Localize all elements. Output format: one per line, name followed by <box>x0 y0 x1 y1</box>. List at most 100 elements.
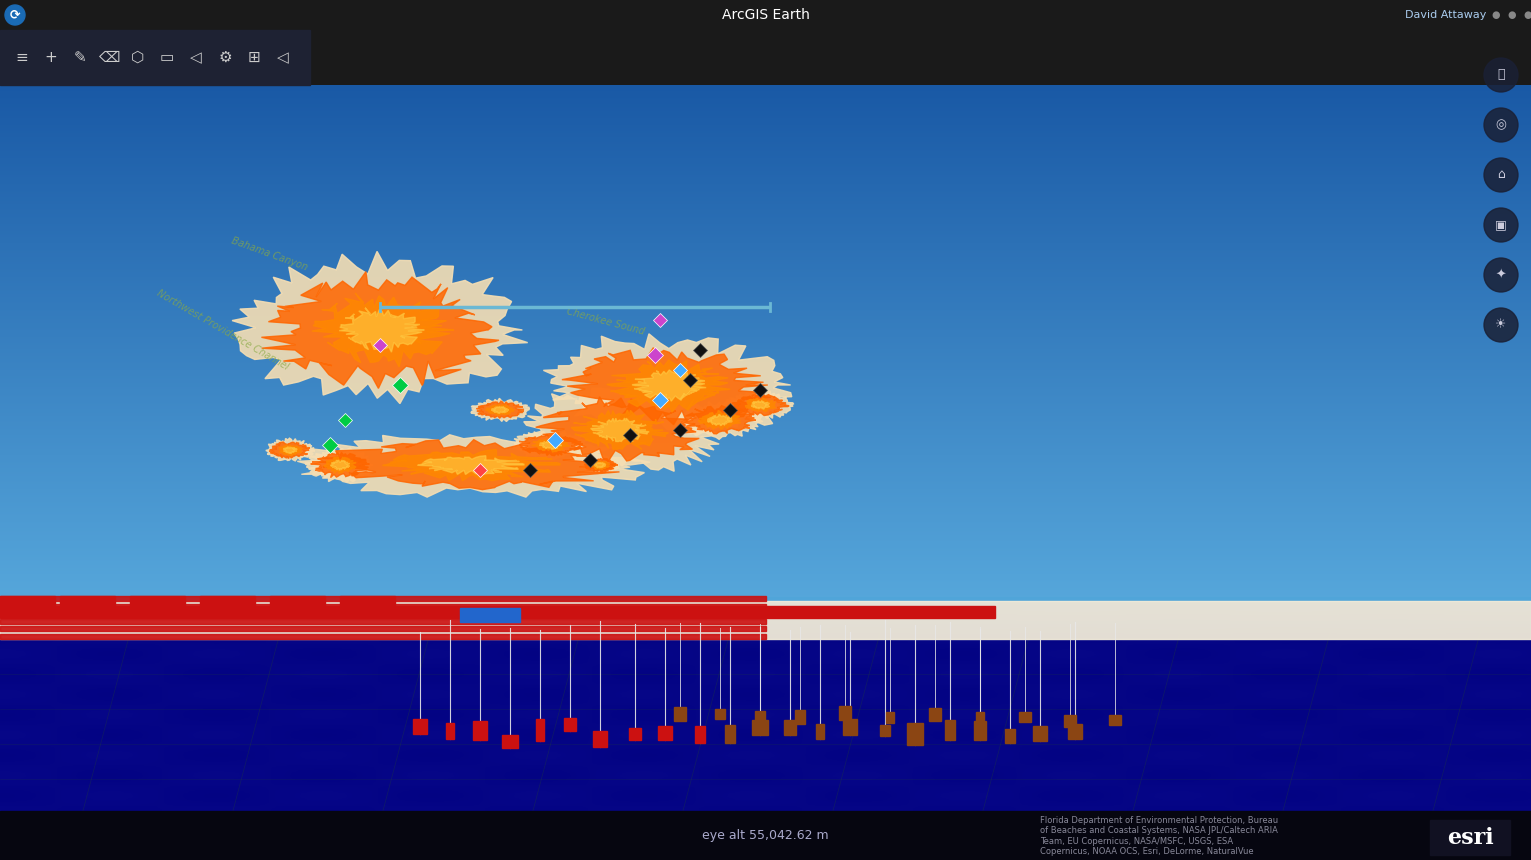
Text: ◁: ◁ <box>190 50 202 65</box>
Text: eye alt 55,042.62 m: eye alt 55,042.62 m <box>703 829 828 842</box>
Polygon shape <box>698 410 741 429</box>
Polygon shape <box>746 398 776 412</box>
Polygon shape <box>418 456 524 475</box>
Polygon shape <box>476 401 524 418</box>
Bar <box>0 611 766 616</box>
Polygon shape <box>513 431 588 460</box>
Polygon shape <box>262 272 499 389</box>
Text: ◁: ◁ <box>277 50 289 65</box>
Bar <box>0 619 766 623</box>
Bar <box>784 720 796 734</box>
Polygon shape <box>571 410 669 449</box>
Text: Florida Department of Environmental Protection, Bureau
of Beaches and Coastal Sy: Florida Department of Environmental Prot… <box>1040 816 1278 857</box>
Bar <box>201 596 256 614</box>
Text: ◎: ◎ <box>1496 119 1507 132</box>
Text: ⌕: ⌕ <box>1497 69 1505 82</box>
Bar <box>1004 728 1015 743</box>
Polygon shape <box>311 452 369 477</box>
Bar <box>413 719 427 734</box>
Circle shape <box>1484 258 1519 292</box>
Polygon shape <box>580 456 619 475</box>
Bar <box>908 723 923 745</box>
Bar <box>977 712 984 725</box>
Text: ⊞: ⊞ <box>248 50 260 65</box>
Bar <box>592 731 606 747</box>
Bar <box>0 604 766 608</box>
Polygon shape <box>632 370 706 401</box>
Polygon shape <box>269 442 309 458</box>
Bar <box>0 596 55 614</box>
Polygon shape <box>594 463 606 468</box>
Polygon shape <box>519 434 583 456</box>
Text: ●: ● <box>1491 10 1500 20</box>
Polygon shape <box>233 251 528 403</box>
Bar <box>724 725 735 742</box>
Bar <box>1064 716 1076 727</box>
Bar <box>844 719 857 735</box>
Circle shape <box>1484 158 1519 192</box>
Bar <box>340 596 395 614</box>
Polygon shape <box>279 445 302 456</box>
Text: ✦: ✦ <box>1496 268 1507 281</box>
Text: ⌫: ⌫ <box>98 50 119 65</box>
Text: Cherokee Sound: Cherokee Sound <box>565 306 645 337</box>
Polygon shape <box>491 407 508 414</box>
Polygon shape <box>752 401 770 409</box>
Polygon shape <box>323 457 357 473</box>
Circle shape <box>5 5 24 25</box>
Text: ⌂: ⌂ <box>1497 169 1505 181</box>
Bar <box>0 811 1531 860</box>
Polygon shape <box>683 406 756 433</box>
Polygon shape <box>305 448 372 482</box>
Bar <box>929 708 942 722</box>
Polygon shape <box>320 439 620 489</box>
Circle shape <box>1484 58 1519 92</box>
Bar <box>502 734 517 748</box>
Text: +: + <box>44 50 57 65</box>
Polygon shape <box>472 398 530 421</box>
Text: ⚙: ⚙ <box>219 50 231 65</box>
Polygon shape <box>383 450 560 481</box>
Text: Northwest Providence Channel: Northwest Providence Channel <box>155 288 291 372</box>
Bar <box>752 721 767 735</box>
Bar <box>946 720 954 740</box>
Polygon shape <box>732 395 788 415</box>
Text: ▭: ▭ <box>159 50 175 65</box>
Text: esri: esri <box>1447 827 1493 849</box>
Bar <box>1430 820 1510 855</box>
Bar <box>795 710 805 724</box>
Polygon shape <box>266 438 315 461</box>
Text: ●: ● <box>1508 10 1516 20</box>
Text: Bahama Canyon: Bahama Canyon <box>230 235 309 272</box>
Bar <box>536 719 544 740</box>
Text: ⬡: ⬡ <box>132 50 145 65</box>
Text: David Attaway: David Attaway <box>1405 10 1487 20</box>
Polygon shape <box>591 418 649 441</box>
Bar <box>0 626 766 631</box>
Circle shape <box>1484 208 1519 242</box>
Bar <box>1108 716 1121 725</box>
Bar <box>473 722 487 740</box>
Bar <box>755 711 766 720</box>
Text: ☀: ☀ <box>1496 318 1507 331</box>
Bar <box>1020 712 1030 722</box>
Polygon shape <box>726 391 793 420</box>
Text: ⟳: ⟳ <box>9 9 20 22</box>
Bar <box>658 726 672 740</box>
Polygon shape <box>677 402 762 439</box>
Bar <box>0 601 1531 639</box>
Polygon shape <box>591 460 609 470</box>
Text: ≡: ≡ <box>15 50 29 65</box>
Circle shape <box>1484 308 1519 342</box>
Text: ●: ● <box>1523 10 1531 20</box>
Bar <box>0 634 766 639</box>
Text: ▣: ▣ <box>1496 218 1507 231</box>
Polygon shape <box>536 396 700 461</box>
Bar <box>446 722 455 739</box>
Polygon shape <box>531 438 570 452</box>
Bar <box>674 707 686 721</box>
Text: ✎: ✎ <box>73 50 86 65</box>
Bar <box>459 608 521 622</box>
Circle shape <box>1484 108 1519 142</box>
Polygon shape <box>606 360 730 412</box>
